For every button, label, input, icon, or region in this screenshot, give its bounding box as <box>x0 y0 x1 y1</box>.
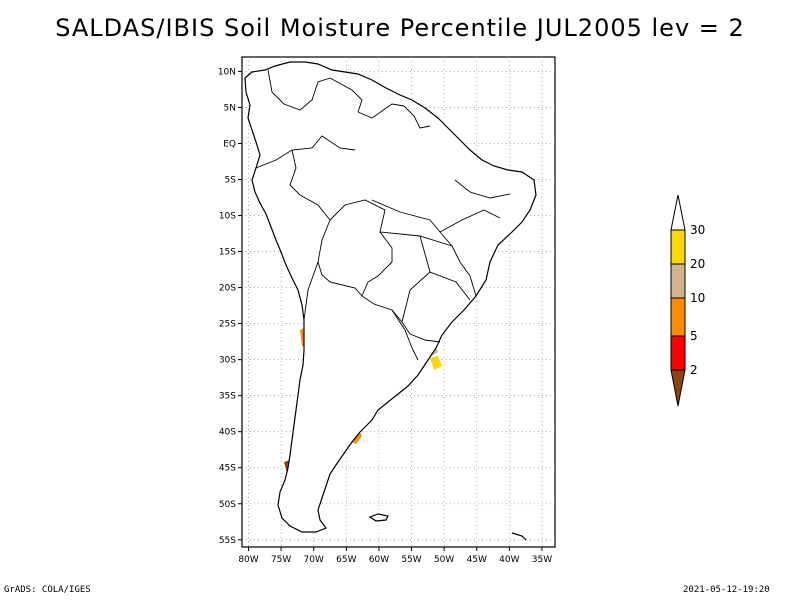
country-border <box>371 199 477 297</box>
country-border <box>403 105 431 129</box>
lon-axis-labels: 80W 75W 70W 65W 60W 55W 50W 45W 40W 35W <box>238 555 552 565</box>
lat-tick-label: 35S <box>219 392 236 402</box>
colorbar-label: 30 <box>690 223 705 237</box>
lat-tick-label: 25S <box>219 320 236 330</box>
lon-tick-label: 60W <box>369 555 389 565</box>
country-border <box>419 235 471 301</box>
colorbar-label: 20 <box>690 257 705 271</box>
lon-tick-label: 70W <box>304 555 324 565</box>
country-border <box>329 199 393 262</box>
lon-tick-label: 75W <box>271 555 291 565</box>
lon-tick-label: 45W <box>467 555 487 565</box>
country-border <box>401 271 431 323</box>
lat-tick-label: 10S <box>219 212 236 222</box>
country-border <box>357 103 405 119</box>
lon-tick-label: 35W <box>532 555 552 565</box>
country-border <box>303 261 319 321</box>
lat-tick-label: EQ <box>223 139 236 149</box>
anomaly-patch <box>430 356 442 370</box>
lat-axis-labels: 10N 5N EQ 5S 10S 15S 20S 25S 30S 35S 40S 45S 50S 55S <box>218 67 236 545</box>
lat-tick-label: 5S <box>225 176 237 186</box>
country-border <box>454 179 511 199</box>
colorbar-label: 10 <box>690 291 705 305</box>
lat-tick-label: 20S <box>219 284 236 294</box>
lat-tick-label: 40S <box>219 428 236 438</box>
footer-timestamp: 2021-05-12-19:20 <box>683 585 770 595</box>
map-border <box>241 56 556 548</box>
lon-tick-label: 50W <box>434 555 454 565</box>
country-border <box>439 209 501 233</box>
south-georgia-island <box>511 532 527 541</box>
country-border <box>329 77 363 113</box>
country-border <box>317 219 363 297</box>
lat-tick-label: 10N <box>218 67 236 77</box>
lat-tick-label: 45S <box>219 464 236 474</box>
page-title: SALDAS/IBIS Soil Moisture Percentile JUL… <box>55 14 745 42</box>
colorbar-band <box>670 335 686 371</box>
lat-tick-label: 55S <box>219 536 236 546</box>
colorbar-band <box>670 297 686 337</box>
footer-credit: GrADS: COLA/IGES <box>4 585 91 595</box>
colorbar-label: 2 <box>690 363 698 377</box>
continent-outline <box>244 61 537 533</box>
colorbar-bottom-arrow <box>670 369 686 407</box>
lon-tick-label: 40W <box>499 555 519 565</box>
falkland-islands <box>368 513 389 522</box>
colorbar-label: 5 <box>690 329 698 343</box>
lat-tick-label: 30S <box>219 356 236 366</box>
country-border <box>289 149 331 221</box>
colorbar-top-arrow <box>670 194 686 231</box>
country-borders <box>255 69 511 361</box>
lat-tick-label: 15S <box>219 248 236 258</box>
lon-tick-label: 55W <box>401 555 421 565</box>
colorbar-legend: 30 20 10 5 2 <box>670 194 705 407</box>
lon-tick-label: 80W <box>238 555 258 565</box>
country-border <box>361 261 393 297</box>
map-frame <box>241 56 556 548</box>
country-border <box>255 135 356 169</box>
lat-tick-label: 5N <box>224 103 236 113</box>
lat-tick-label: 50S <box>219 500 236 510</box>
country-border <box>409 333 441 343</box>
country-border <box>267 69 331 111</box>
coastline <box>244 61 537 541</box>
lon-tick-label: 65W <box>336 555 356 565</box>
country-border <box>391 309 419 361</box>
colorbar-band <box>670 229 686 265</box>
colorbar-band <box>670 263 686 299</box>
